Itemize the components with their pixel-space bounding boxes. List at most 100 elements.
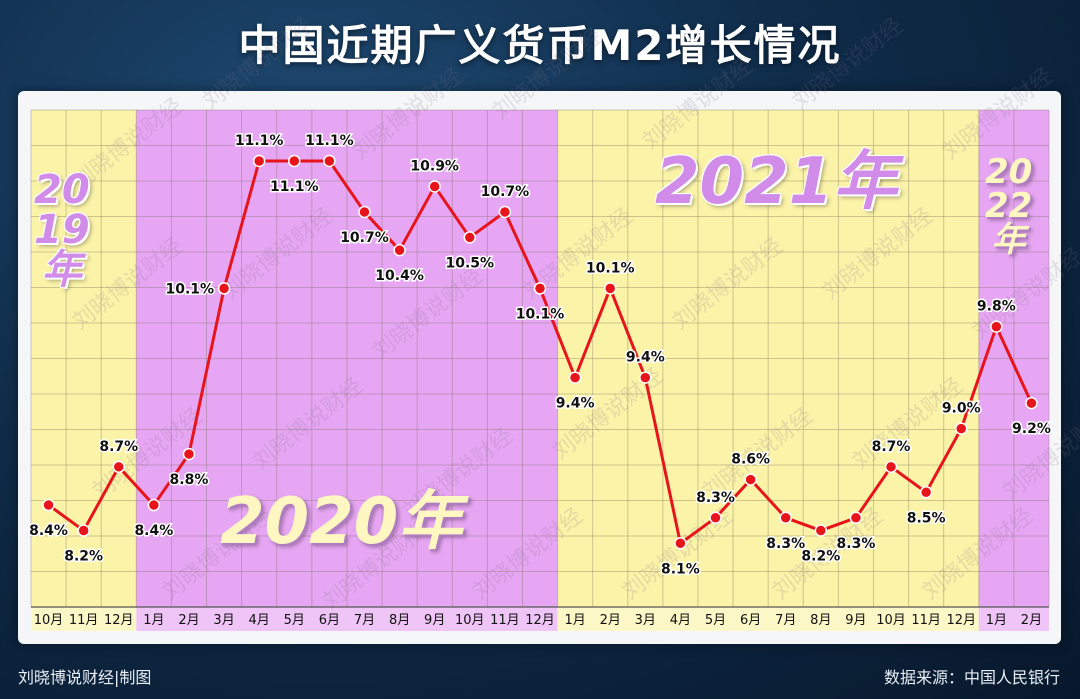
year-label-line: 20 xyxy=(985,152,1033,192)
x-tick-label: 5月 xyxy=(705,613,726,628)
data-point xyxy=(639,371,652,384)
x-tick-label: 11月 xyxy=(911,613,941,628)
data-point xyxy=(252,154,266,168)
data-label: 10.9% xyxy=(410,158,459,174)
data-label: 10.7% xyxy=(481,184,530,200)
data-point xyxy=(990,320,1003,333)
data-label: 10.1% xyxy=(586,260,635,276)
data-point xyxy=(323,154,336,168)
data-point xyxy=(393,243,406,257)
data-point xyxy=(217,282,231,295)
data-point xyxy=(533,282,547,295)
x-axis-strip xyxy=(31,607,1049,631)
data-point xyxy=(954,422,968,435)
data-label: 8.4% xyxy=(134,523,173,539)
data-label: 9.0% xyxy=(942,401,981,417)
x-tick-label: 4月 xyxy=(249,613,270,628)
year-label-0: 20 19 年 xyxy=(34,170,90,290)
data-point xyxy=(884,460,898,474)
data-label: 8.6% xyxy=(731,452,770,468)
period-band-3 xyxy=(978,110,1049,631)
data-point xyxy=(358,205,371,219)
x-tick-label: 6月 xyxy=(740,613,761,628)
data-point xyxy=(603,282,617,295)
year-label-line: 年 xyxy=(991,220,1026,260)
year-label-1: 2020年 xyxy=(220,490,462,554)
data-label: 8.4% xyxy=(29,523,68,539)
x-tick-label: 1月 xyxy=(143,613,164,628)
x-tick-label: 12月 xyxy=(104,613,134,628)
data-point xyxy=(498,205,512,219)
x-tick-label: 11月 xyxy=(490,613,520,628)
year-label-line: 年 xyxy=(41,247,82,293)
source-text: 数据来源：中国人民银行 xyxy=(883,668,1060,687)
x-tick-label: 10月 xyxy=(34,613,64,628)
data-label: 10.1% xyxy=(165,281,214,297)
year-label-line: 20 xyxy=(34,167,90,213)
period-band-0 xyxy=(31,110,137,631)
data-label: 11.1% xyxy=(270,179,319,195)
data-point xyxy=(1025,396,1038,410)
data-label: 9.4% xyxy=(626,350,665,366)
data-label: 8.8% xyxy=(170,472,209,488)
data-point xyxy=(112,460,126,474)
year-label-line: 2020年 xyxy=(220,485,463,559)
x-tick-label: 2月 xyxy=(600,613,621,628)
data-point xyxy=(709,511,722,525)
x-tick-label: 12月 xyxy=(946,613,976,628)
x-tick-label: 9月 xyxy=(845,613,866,628)
x-tick-label: 1月 xyxy=(564,613,585,628)
year-label-line: 19 xyxy=(34,207,90,253)
data-label: 10.7% xyxy=(340,230,389,246)
x-tick-label: 3月 xyxy=(213,613,234,628)
x-tick-label: 2月 xyxy=(1021,613,1042,628)
data-point xyxy=(77,524,90,537)
data-label: 8.3% xyxy=(766,536,805,552)
data-label: 9.4% xyxy=(556,396,595,412)
data-point xyxy=(42,498,55,512)
x-tick-label: 8月 xyxy=(810,613,831,628)
x-tick-label: 6月 xyxy=(319,613,340,628)
watermark-text: 刘晓博说财经 xyxy=(788,14,907,115)
year-label-2: 2021年 xyxy=(655,150,897,214)
data-label: 8.3% xyxy=(696,490,735,506)
x-tick-label: 10月 xyxy=(876,613,906,628)
data-point xyxy=(463,231,477,244)
data-point xyxy=(568,371,582,384)
x-tick-label: 12月 xyxy=(525,613,555,628)
x-tick-label: 11月 xyxy=(69,613,99,628)
x-tick-label: 4月 xyxy=(670,613,691,628)
data-label: 8.3% xyxy=(837,536,876,552)
data-label: 10.4% xyxy=(375,268,424,284)
x-tick-label: 7月 xyxy=(354,613,375,628)
data-label: 8.2% xyxy=(64,549,103,565)
data-point xyxy=(182,447,196,461)
data-label: 11.1% xyxy=(235,133,284,149)
period-band-2 xyxy=(557,110,979,631)
data-label: 8.2% xyxy=(801,549,840,565)
data-point xyxy=(779,511,792,525)
data-point xyxy=(919,486,933,499)
data-point xyxy=(849,511,863,525)
watermark-text: 刘晓博说财经 xyxy=(198,14,317,115)
x-tick-label: 2月 xyxy=(178,613,199,628)
data-point xyxy=(814,524,828,537)
data-label: 8.7% xyxy=(99,439,138,455)
data-point xyxy=(744,473,757,486)
data-point xyxy=(147,498,161,512)
x-tick-label: 5月 xyxy=(284,613,305,628)
x-tick-label: 3月 xyxy=(635,613,656,628)
year-label-3: 20 22 年 xyxy=(985,155,1032,257)
x-tick-label: 8月 xyxy=(389,613,410,628)
chart-title: 中国近期广义货币M2增长情况 xyxy=(238,21,842,70)
data-label: 8.1% xyxy=(661,561,700,577)
data-point xyxy=(288,154,301,168)
x-tick-label: 1月 xyxy=(986,613,1007,628)
year-label-line: 2021年 xyxy=(655,145,898,219)
data-label: 11.1% xyxy=(305,133,354,149)
x-tick-label: 10月 xyxy=(455,613,485,628)
year-label-line: 22 xyxy=(985,186,1033,226)
x-tick-label: 7月 xyxy=(775,613,796,628)
data-label: 10.1% xyxy=(516,306,565,322)
